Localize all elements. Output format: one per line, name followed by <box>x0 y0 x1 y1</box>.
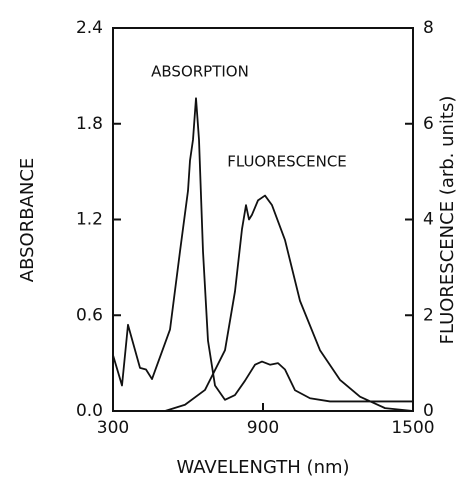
x-tick-label: 300 <box>97 418 129 438</box>
y2-tick-label: 4 <box>423 210 434 230</box>
y2-tick-label: 8 <box>423 18 434 38</box>
y-tick-label: 0.0 <box>76 401 103 421</box>
annotation: ABSORPTION <box>151 63 249 81</box>
y-tick-label: 0.6 <box>76 305 103 325</box>
y2-axis-label: FLUORESCENCE (arb. units) <box>437 96 456 345</box>
series-line <box>112 97 413 403</box>
y2-tick-label: 0 <box>423 401 434 421</box>
y2-tick-label: 2 <box>423 305 434 325</box>
y-axis-label: ABSORBANCE <box>17 158 38 283</box>
series-line <box>164 194 414 412</box>
x-tick-label: 1500 <box>391 418 434 438</box>
x-tick-label: 900 <box>247 418 279 438</box>
y-tick-label: 1.8 <box>76 114 103 134</box>
annotation: FLUORESCENCE <box>227 153 347 171</box>
x-axis-label: WAVELENGTH (nm) <box>176 457 349 478</box>
y-tick-label: 1.2 <box>76 210 103 230</box>
plot-frame <box>112 27 414 412</box>
y2-tick-label: 6 <box>423 114 434 134</box>
y-tick-label: 2.4 <box>76 18 103 38</box>
